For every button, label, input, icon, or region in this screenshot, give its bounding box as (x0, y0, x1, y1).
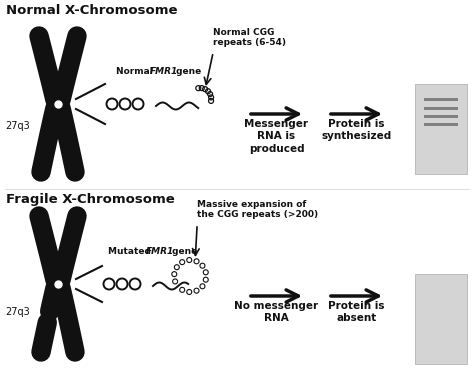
Text: FMR1: FMR1 (150, 67, 178, 76)
Text: No messenger
RNA: No messenger RNA (235, 301, 319, 323)
Text: gene: gene (169, 247, 197, 256)
Text: Massive expansion of
the CGG repeats (>200): Massive expansion of the CGG repeats (>2… (197, 200, 319, 219)
Text: Messenger
RNA is
produced: Messenger RNA is produced (245, 119, 309, 154)
Text: Gap: Gap (60, 319, 78, 328)
Bar (424, 107, 458, 110)
Text: Fragile X-Chromosome: Fragile X-Chromosome (6, 193, 175, 206)
Bar (424, 115, 458, 118)
Text: Normal: Normal (116, 67, 156, 76)
Bar (415, 84, 467, 174)
Text: 27q3: 27q3 (5, 121, 30, 131)
Text: 27q3: 27q3 (5, 307, 30, 317)
Bar (415, 274, 467, 364)
Text: gene: gene (173, 67, 201, 76)
Text: Normal X-Chromosome: Normal X-Chromosome (6, 4, 177, 17)
Text: Protein is
synthesized: Protein is synthesized (321, 119, 392, 141)
Text: Protein is
absent: Protein is absent (328, 301, 385, 323)
Bar (424, 123, 458, 126)
Text: FMR1: FMR1 (146, 247, 174, 256)
Text: Normal CGG
repeats (6-54): Normal CGG repeats (6-54) (213, 28, 286, 47)
Text: Mutated: Mutated (108, 247, 154, 256)
Bar (424, 98, 458, 101)
